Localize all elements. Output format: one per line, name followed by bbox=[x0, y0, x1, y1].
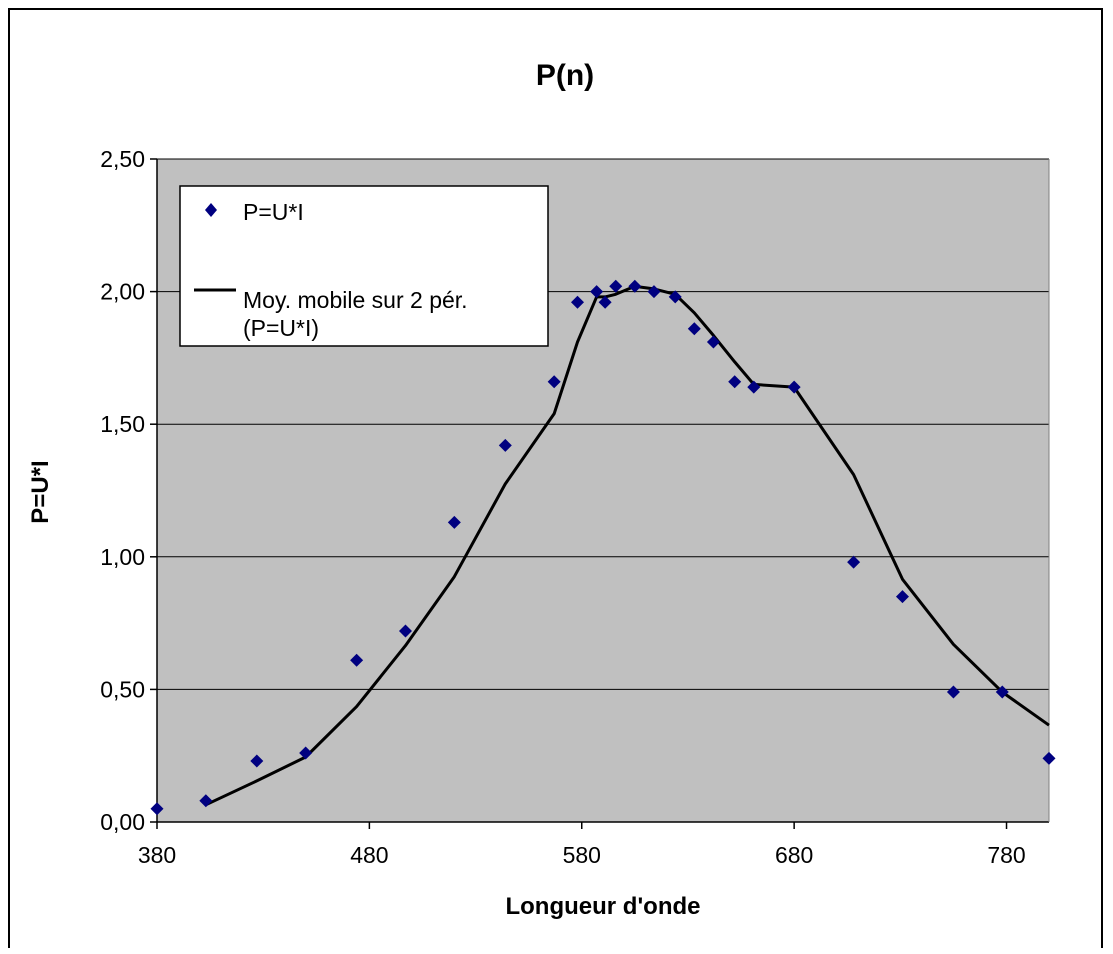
y-tick-label: 2,00 bbox=[100, 279, 145, 305]
y-tick-label: 2,50 bbox=[100, 146, 145, 172]
x-tick-label: 680 bbox=[775, 842, 813, 868]
data-point bbox=[847, 555, 861, 569]
data-point bbox=[747, 380, 761, 394]
legend-label-line: Moy. mobile sur 2 pér. bbox=[243, 287, 468, 313]
data-point bbox=[199, 794, 213, 808]
x-axis-title: Longueur d'onde bbox=[505, 893, 700, 920]
x-tick-label: 480 bbox=[350, 842, 388, 868]
x-tick-label: 380 bbox=[138, 842, 176, 868]
data-point bbox=[895, 590, 909, 604]
legend-box bbox=[179, 185, 549, 347]
data-point bbox=[350, 653, 364, 667]
data-point bbox=[946, 685, 960, 699]
chart-title: P(n) bbox=[536, 59, 594, 92]
data-point bbox=[628, 279, 642, 293]
data-point bbox=[590, 285, 604, 299]
x-tick-label: 580 bbox=[563, 842, 601, 868]
data-point bbox=[250, 754, 264, 768]
y-tick-label: 1,50 bbox=[100, 411, 145, 437]
data-point bbox=[299, 746, 313, 760]
legend-marker-diamond bbox=[205, 203, 217, 217]
legend: P=U*I Moy. mobile sur 2 pér. (P=U*I) bbox=[179, 185, 549, 347]
data-point bbox=[647, 285, 661, 299]
data-point bbox=[547, 375, 561, 389]
data-point bbox=[728, 375, 742, 389]
data-point bbox=[498, 438, 512, 452]
data-point bbox=[687, 322, 701, 336]
data-point bbox=[668, 290, 682, 304]
chart-frame bbox=[8, 8, 1103, 948]
data-point bbox=[398, 624, 412, 638]
data-point bbox=[787, 380, 801, 394]
data-point bbox=[995, 685, 1009, 699]
data-point bbox=[706, 335, 720, 349]
data-point bbox=[447, 515, 461, 529]
y-tick-label: 0,50 bbox=[100, 676, 145, 702]
legend-label-line-cont: (P=U*I) bbox=[243, 315, 319, 341]
data-point bbox=[609, 279, 623, 293]
x-tick-label: 780 bbox=[987, 842, 1025, 868]
data-point bbox=[598, 295, 612, 309]
legend-label-markers: P=U*I bbox=[243, 199, 304, 225]
y-tick-label: 0,00 bbox=[100, 809, 145, 835]
data-point bbox=[150, 802, 164, 816]
y-axis-title: P=U*I bbox=[27, 460, 54, 523]
data-point bbox=[1042, 751, 1056, 765]
y-tick-label: 1,00 bbox=[100, 544, 145, 570]
data-point bbox=[571, 295, 585, 309]
